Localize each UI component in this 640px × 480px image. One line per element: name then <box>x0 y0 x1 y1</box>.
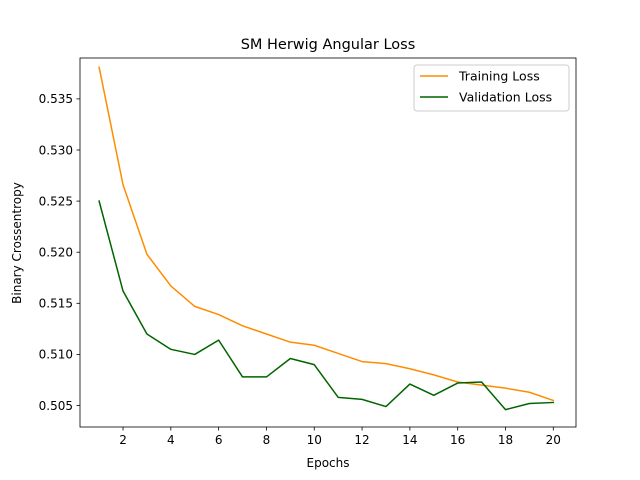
x-tick-label: 20 <box>546 433 561 447</box>
y-tick-label: 0.535 <box>39 92 73 106</box>
x-tick-label: 8 <box>263 433 271 447</box>
axes-frame <box>79 57 577 428</box>
x-tick-label: 16 <box>450 433 465 447</box>
series-line-validation-loss <box>98 200 555 411</box>
plot-area: 2 4 6 8 10 12 14 16 18 20 0.505 0.510 0.515 0.520 0.52… <box>39 57 577 447</box>
x-tick-label: 18 <box>498 433 513 447</box>
legend-label: Validation Loss <box>459 90 552 105</box>
x-tick-label: 14 <box>402 433 417 447</box>
legend-label: Training Loss <box>458 69 540 84</box>
x-tick-label: 10 <box>307 433 322 447</box>
x-tick-label: 12 <box>354 433 369 447</box>
legend-box <box>413 64 570 112</box>
y-tick-label: 0.525 <box>39 194 73 208</box>
y-tick-label: 0.530 <box>39 143 73 157</box>
x-tick-label: 6 <box>215 433 223 447</box>
series-line-training-loss <box>98 66 555 402</box>
x-axis-label: Epochs <box>307 456 350 470</box>
y-tick-label: 0.515 <box>39 297 73 311</box>
y-tick-label: 0.505 <box>39 399 73 413</box>
y-axis-label: Binary Crossentropy <box>10 182 24 304</box>
y-tick-label: 0.520 <box>39 246 73 260</box>
y-tick-label: 0.510 <box>39 348 73 362</box>
legend: Training Loss Validation Loss <box>413 64 570 112</box>
x-tick-label: 2 <box>119 433 127 447</box>
x-tick-label: 4 <box>167 433 175 447</box>
chart-title: SM Herwig Angular Loss <box>241 37 416 53</box>
